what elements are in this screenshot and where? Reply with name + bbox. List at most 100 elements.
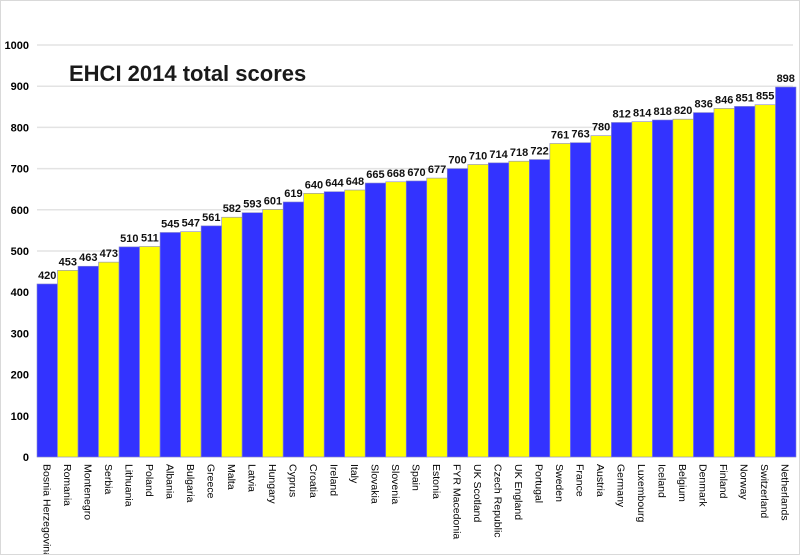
x-tick-label: Slovakia — [368, 464, 380, 504]
bar-denmark — [693, 112, 715, 458]
bar-ireland — [323, 191, 346, 458]
chart-title: EHCI 2014 total scores — [69, 61, 306, 86]
y-tick-label: 500 — [11, 246, 29, 258]
x-tick-label: Poland — [143, 464, 155, 497]
x-tick-label: Spain — [410, 464, 422, 491]
bar-belgium — [672, 118, 694, 458]
data-label: 722 — [530, 146, 548, 158]
data-label: 582 — [223, 203, 241, 215]
data-label: 710 — [469, 150, 487, 162]
bar-latvia — [241, 212, 263, 458]
bar-portugal — [529, 159, 551, 458]
y-tick-label: 600 — [11, 205, 29, 217]
bar-uk-england — [508, 160, 530, 458]
bar-romania — [57, 270, 79, 458]
bar-slovakia — [364, 182, 387, 458]
x-tick-label: Bulgaria — [184, 464, 196, 503]
data-label: 547 — [182, 218, 200, 230]
data-label: 851 — [736, 92, 754, 104]
data-label: 453 — [59, 256, 77, 268]
y-tick-label: 800 — [11, 122, 29, 134]
data-label: 668 — [387, 168, 405, 180]
x-tick-label: Belgium — [676, 464, 688, 502]
x-tick-label: Greece — [204, 464, 216, 499]
x-tick-label: Finland — [717, 464, 729, 499]
data-label: 561 — [202, 212, 220, 224]
x-tick-label: Ireland — [327, 464, 339, 496]
data-label: 714 — [489, 149, 508, 161]
x-tick-label: Montenegro — [81, 464, 93, 520]
bars — [36, 86, 797, 458]
bar-malta — [221, 216, 243, 458]
x-tick-label: Estonia — [430, 464, 442, 499]
data-label: 820 — [674, 105, 692, 117]
data-label: 836 — [695, 99, 713, 111]
bar-germany — [611, 122, 633, 458]
data-label: 818 — [653, 106, 671, 118]
x-tick-label: Austria — [594, 464, 606, 497]
x-tick-label: Lithuania — [122, 464, 134, 507]
y-tick-label: 700 — [11, 164, 29, 176]
bar-iceland — [652, 119, 674, 458]
data-label: 648 — [346, 176, 364, 188]
x-tick-label: Portugal — [533, 464, 545, 503]
bar-norway — [734, 106, 756, 458]
bar-spain — [405, 180, 428, 458]
x-tick-label: Albania — [163, 464, 175, 499]
bar-hungary — [262, 209, 284, 458]
data-label: 545 — [161, 218, 179, 230]
data-label: 665 — [366, 169, 384, 181]
bar-albania — [159, 232, 181, 458]
bar-poland — [139, 246, 161, 458]
bar-cyprus — [282, 201, 304, 458]
y-axis-ticks: 0 100 200 300 400 500 600 700 800 900 1000 — [5, 40, 29, 464]
y-tick-label: 900 — [11, 81, 29, 93]
data-label: 644 — [325, 178, 344, 190]
y-tick-label: 400 — [11, 287, 29, 299]
bar-france — [570, 142, 592, 458]
x-tick-label: Luxembourg — [635, 464, 647, 523]
bar-estonia — [426, 177, 448, 458]
bar-lithuania — [118, 246, 140, 458]
bar-bosnia-herzegovina — [36, 283, 58, 458]
data-label: 814 — [633, 108, 652, 120]
data-label: 670 — [407, 167, 425, 179]
y-tick-label: 100 — [11, 411, 29, 423]
data-label: 763 — [571, 129, 589, 141]
x-tick-label: Latvia — [245, 464, 257, 492]
bar-sweden — [549, 143, 571, 458]
bar-croatia — [303, 193, 325, 458]
bar-serbia — [98, 261, 120, 458]
x-tick-label: Serbia — [102, 464, 114, 495]
bar-uk-scotland — [467, 164, 489, 458]
data-label: 473 — [100, 248, 118, 260]
x-tick-label: Italy — [348, 464, 360, 484]
bar-montenegro — [77, 265, 99, 458]
x-tick-label: France — [574, 464, 586, 497]
data-label: 846 — [715, 94, 733, 106]
x-tick-label: Croatia — [307, 464, 319, 498]
x-tick-label: FYR Macedonia — [451, 464, 463, 539]
data-label: 463 — [79, 252, 97, 264]
bar-luxembourg — [631, 121, 653, 458]
bar-switzerland — [754, 104, 776, 458]
bar-netherlands — [775, 86, 797, 458]
x-tick-label: Sweden — [553, 464, 565, 502]
x-tick-label: Germany — [615, 464, 627, 508]
x-tick-label: Norway — [738, 464, 750, 500]
data-label: 619 — [284, 188, 302, 200]
data-label: 761 — [551, 129, 569, 141]
data-label: 718 — [510, 147, 528, 159]
data-label: 640 — [305, 179, 323, 191]
bar-slovenia — [385, 181, 407, 458]
x-tick-label: Denmark — [697, 464, 709, 507]
x-tick-label: Romania — [61, 464, 73, 506]
y-tick-label: 300 — [11, 328, 29, 340]
y-tick-label: 0 — [23, 452, 29, 464]
x-tick-label: Malta — [225, 464, 237, 490]
x-tick-label: Cyprus — [286, 464, 298, 497]
x-tick-label: Switzerland — [758, 464, 770, 518]
bar-austria — [590, 135, 612, 458]
